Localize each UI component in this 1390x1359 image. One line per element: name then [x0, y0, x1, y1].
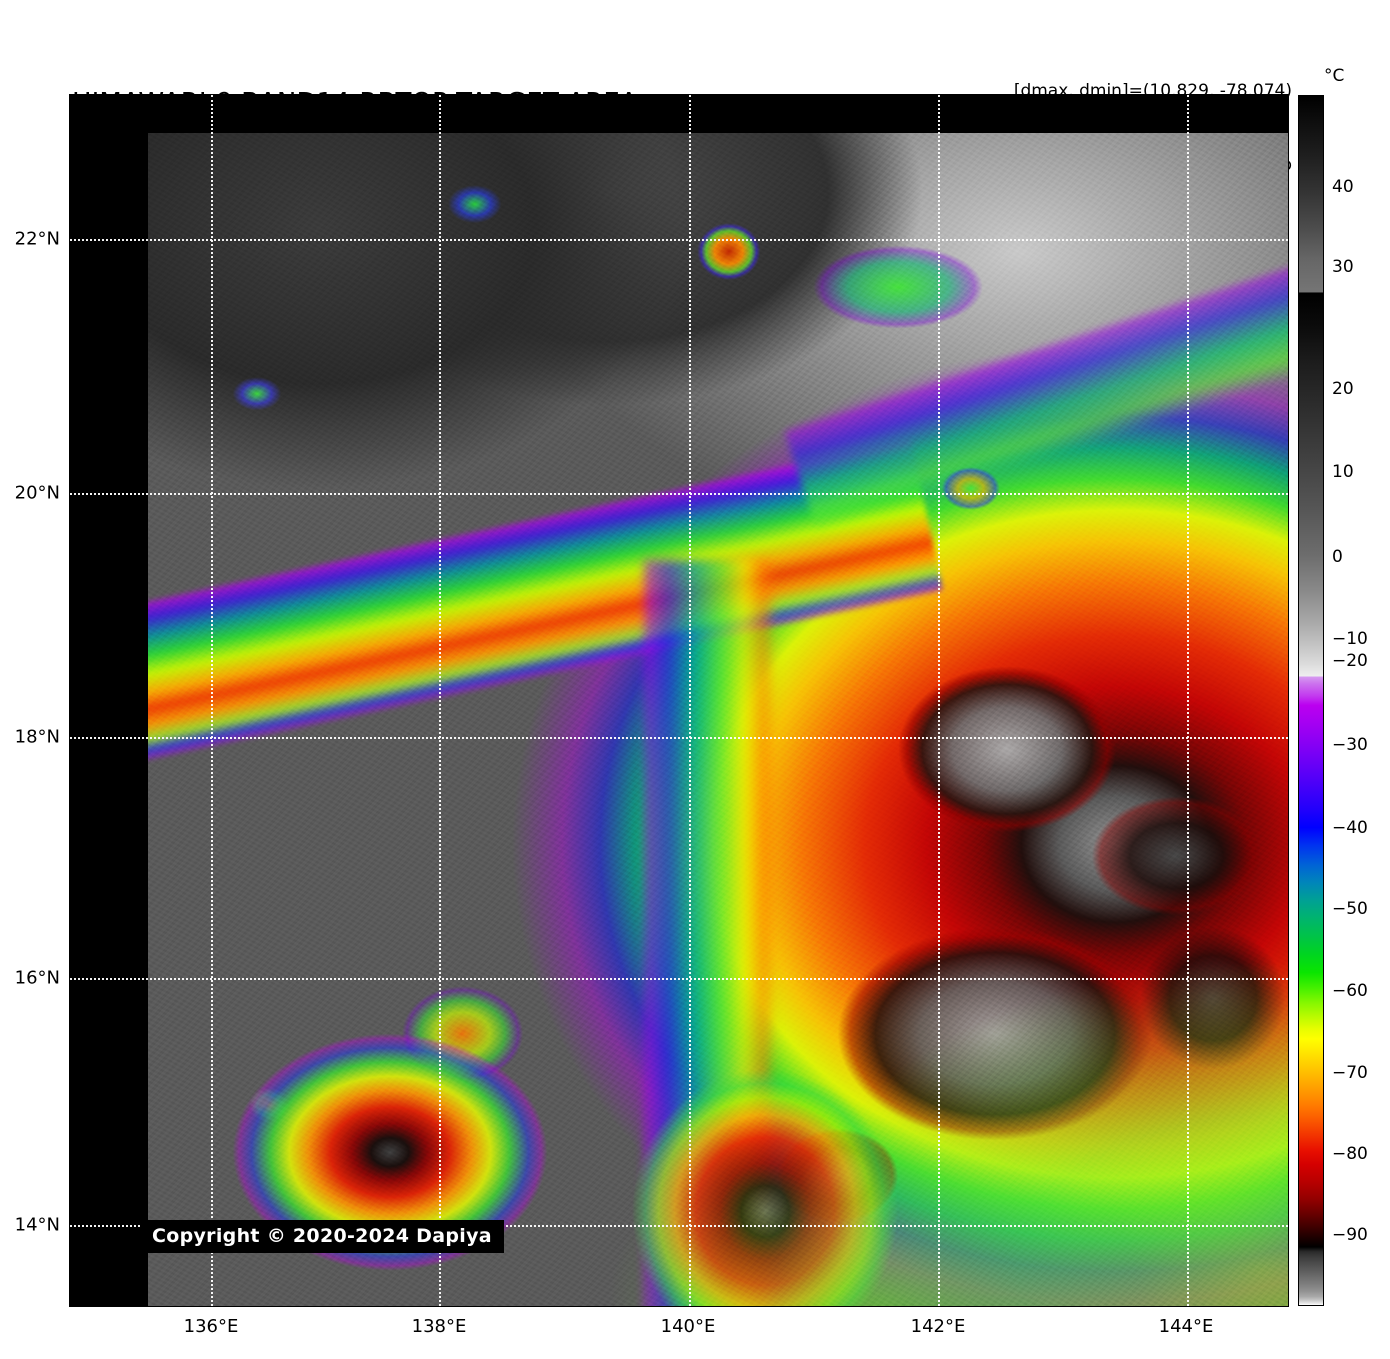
colorbar-tick-neg20: −20: [1332, 651, 1368, 671]
colorbar-tick-0: 0: [1332, 547, 1343, 567]
xtick-label-144e: 144°E: [1158, 1316, 1214, 1337]
satellite-swath-raster: [148, 133, 1288, 1306]
colorbar-tick-neg50: −50: [1332, 899, 1368, 919]
colorbar-tick-neg80: −80: [1332, 1144, 1368, 1164]
xtick-label-142e: 142°E: [910, 1316, 966, 1337]
ytick-label-22n: 22°N: [14, 228, 60, 250]
xtick-label-138e: 138°E: [411, 1316, 467, 1337]
gridline-lon-144: [1186, 95, 1189, 1306]
colorbar-tick-neg70: −70: [1332, 1063, 1368, 1083]
colorbar-tick-neg60: −60: [1332, 981, 1368, 1001]
gridline-lon-140: [688, 95, 691, 1306]
gridline-lat-14: [70, 1224, 1288, 1227]
colorbar-tick-40: 40: [1332, 177, 1354, 197]
colorbar-unit-label: °C: [1324, 66, 1345, 86]
gridline-lon-136: [211, 95, 214, 1306]
satellite-image-plot: Copyright © 2020-2024 Dapiya: [70, 95, 1288, 1306]
copyright-label: Copyright © 2020-2024 Dapiya: [142, 1220, 504, 1253]
colorbar-tick-20: 20: [1332, 379, 1354, 399]
gridline-lat-20: [70, 493, 1288, 496]
gridline-lat-18: [70, 736, 1288, 739]
colorbar-tick-neg90: −90: [1332, 1225, 1368, 1245]
gridline-lon-142: [938, 95, 941, 1306]
ytick-label-14n: 14°N: [14, 1214, 60, 1236]
gridline-lat-22: [70, 239, 1288, 242]
gridline-lon-138: [439, 95, 442, 1306]
gridline-lat-16: [70, 977, 1288, 980]
colorbar-tick-neg10: −10: [1332, 629, 1368, 649]
xtick-label-136e: 136°E: [183, 1316, 239, 1337]
colorbar-tick-30: 30: [1332, 257, 1354, 277]
ytick-label-20n: 20°N: [14, 482, 60, 504]
ytick-label-16n: 16°N: [14, 967, 60, 989]
colorbar-tick-neg30: −30: [1332, 735, 1368, 755]
colorbar-gradient: [1299, 96, 1323, 1305]
ytick-label-18n: 18°N: [14, 726, 60, 748]
colorbar-tick-10: 10: [1332, 462, 1354, 482]
xtick-label-140e: 140°E: [660, 1316, 716, 1337]
colorbar-tick-neg40: −40: [1332, 818, 1368, 838]
colorbar: [1298, 95, 1324, 1306]
